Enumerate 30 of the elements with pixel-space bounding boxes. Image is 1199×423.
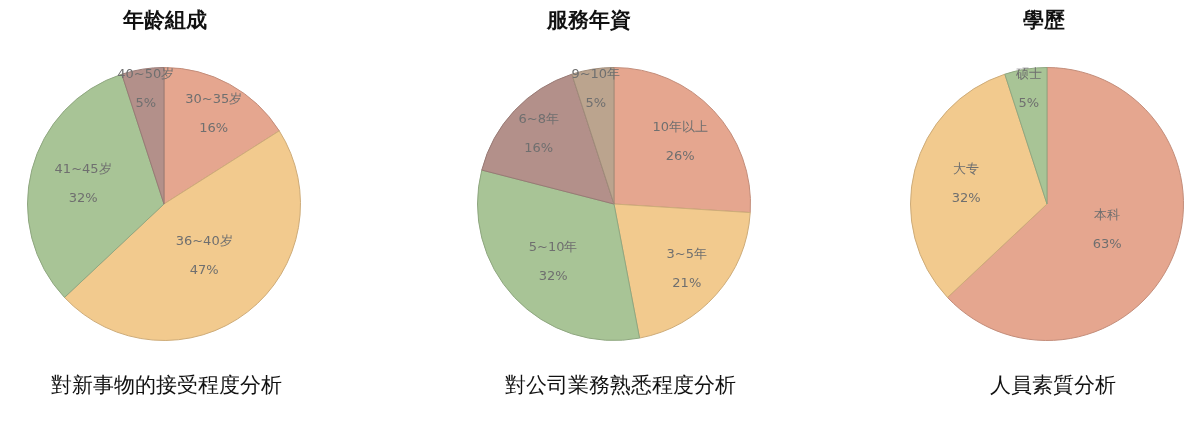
chart-title: 服務年資 [545, 7, 632, 34]
chart-title: 學歷 [1022, 7, 1066, 34]
slice-label: 6~8年 [518, 110, 559, 126]
slice-label: 41~45岁 [54, 160, 112, 176]
data-label: 32% [68, 189, 98, 205]
data-label: 32% [951, 189, 981, 205]
data-label: 5% [585, 95, 607, 111]
data-label: 32% [538, 267, 568, 283]
slice-label: 40~50岁 [117, 66, 175, 82]
data-label: 21% [672, 274, 702, 290]
data-label: 5% [1018, 95, 1040, 111]
slice-label: 硕士 [1014, 66, 1042, 82]
data-label: 26% [665, 148, 695, 164]
data-label: 63% [1092, 236, 1122, 252]
text: 對新事物的接受程度分析 [49, 372, 283, 399]
data-label: 5% [135, 95, 157, 111]
slice-label: 大专 [953, 160, 980, 176]
chart-title: 年龄組成 [122, 7, 208, 34]
text: 對公司業務熟悉程度分析 [503, 372, 737, 399]
data-label: 47% [189, 262, 219, 278]
slice-label: 5~10年 [528, 238, 578, 254]
slice-label: 36~40岁 [175, 233, 233, 249]
slice-label: 10年以上 [652, 119, 709, 135]
data-label: 16% [199, 119, 229, 135]
slice-label: 30~35岁 [185, 90, 243, 106]
data-label: 16% [524, 139, 554, 155]
slice-label: 本科 [1094, 207, 1121, 223]
slice-label: 9~10年 [571, 66, 621, 82]
text: 人員素質分析 [989, 372, 1117, 399]
slice-label: 3~5年 [666, 245, 708, 261]
